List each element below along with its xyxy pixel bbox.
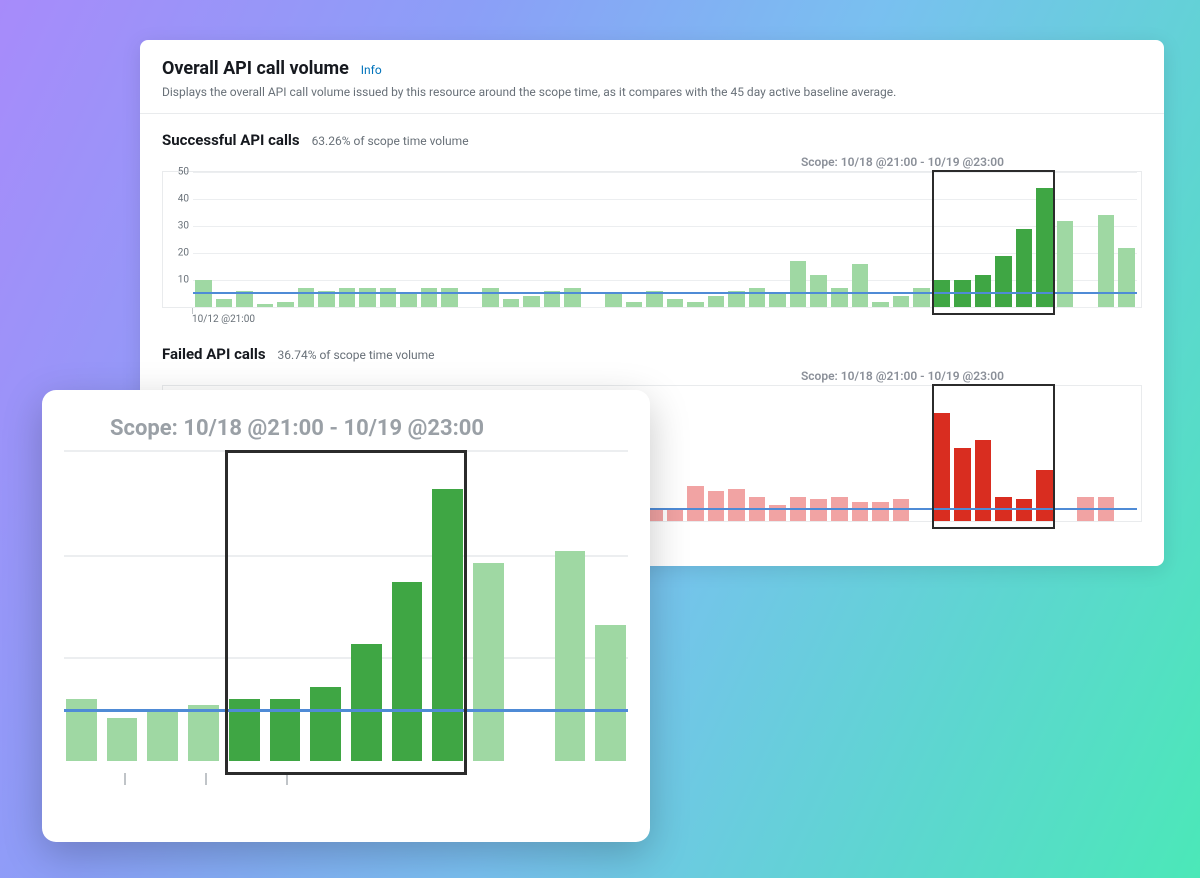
bar [392,582,423,761]
zoom-plot [64,451,628,761]
bar [473,563,504,761]
bar [310,687,341,761]
bar [1036,188,1053,307]
bar [1057,221,1074,307]
bar [954,280,971,307]
failed-chart-subtitle: 36.74% of scope time volume [278,348,435,362]
panel-header: Overall API call volume Info [162,58,1142,79]
successful-bars [193,172,1137,307]
bar [667,299,684,307]
bar [934,413,951,521]
bar [872,302,889,307]
panel-subtitle: Displays the overall API call volume iss… [162,85,1142,99]
bar [790,261,807,307]
bar [400,294,417,308]
bar [852,264,869,307]
bar [503,299,520,307]
bar [810,499,827,521]
zoom-scope-label: Scope: 10/18 @21:00 - 10/19 @23:00 [110,416,628,441]
successful-scope-label: Scope: 10/18 @21:00 - 10/19 @23:00 [162,155,1142,169]
bar [555,551,586,761]
bar [1016,499,1033,521]
bar [107,718,138,761]
successful-chart-wrap: 1020304050 [162,171,1142,308]
zoom-bars [64,452,628,761]
bar [769,294,786,308]
successful-chart-header: Successful API calls 63.26% of scope tim… [162,130,1142,149]
bar [626,302,643,307]
bar [708,296,725,307]
info-link[interactable]: Info [361,63,382,77]
bar [708,491,725,521]
bar [147,712,178,761]
successful-y-axis: 1020304050 [163,172,193,307]
bar [216,299,233,307]
bar [523,296,540,307]
successful-chart-subtitle: 63.26% of scope time volume [312,134,469,148]
zoom-panel: Scope: 10/18 @21:00 - 10/19 @23:00 [42,390,650,842]
successful-chart-area: 1020304050 [163,172,1141,307]
bar [195,280,212,307]
successful-chart-title: Successful API calls [162,131,300,149]
bar [893,499,910,521]
panel-title: Overall API call volume [162,58,349,79]
successful-x-axis: 10/12 @21:00 [192,308,1138,326]
successful-chart-block: Successful API calls 63.26% of scope tim… [162,130,1142,326]
divider [140,113,1164,114]
bar [995,256,1012,307]
bar [1036,470,1053,521]
successful-plot [193,172,1137,307]
bar [1118,248,1135,307]
bar [872,502,889,521]
bar [432,489,463,761]
bar [852,502,869,521]
bar [934,280,951,307]
failed-chart-title: Failed API calls [162,345,266,363]
zoom-x-axis [64,773,628,797]
bar [595,625,626,761]
x-tick-label: 10/12 @21:00 [192,314,255,325]
failed-scope-label: Scope: 10/18 @21:00 - 10/19 @23:00 [162,369,1142,383]
bar [893,296,910,307]
bar [188,705,219,761]
bar [351,644,382,761]
bar [728,489,745,521]
bar [277,302,294,307]
bar [687,486,704,521]
bar [257,304,274,307]
bar [605,294,622,308]
bar [1016,229,1033,307]
bar [687,302,704,307]
failed-chart-header: Failed API calls 36.74% of scope time vo… [162,344,1142,363]
bar [667,510,684,521]
